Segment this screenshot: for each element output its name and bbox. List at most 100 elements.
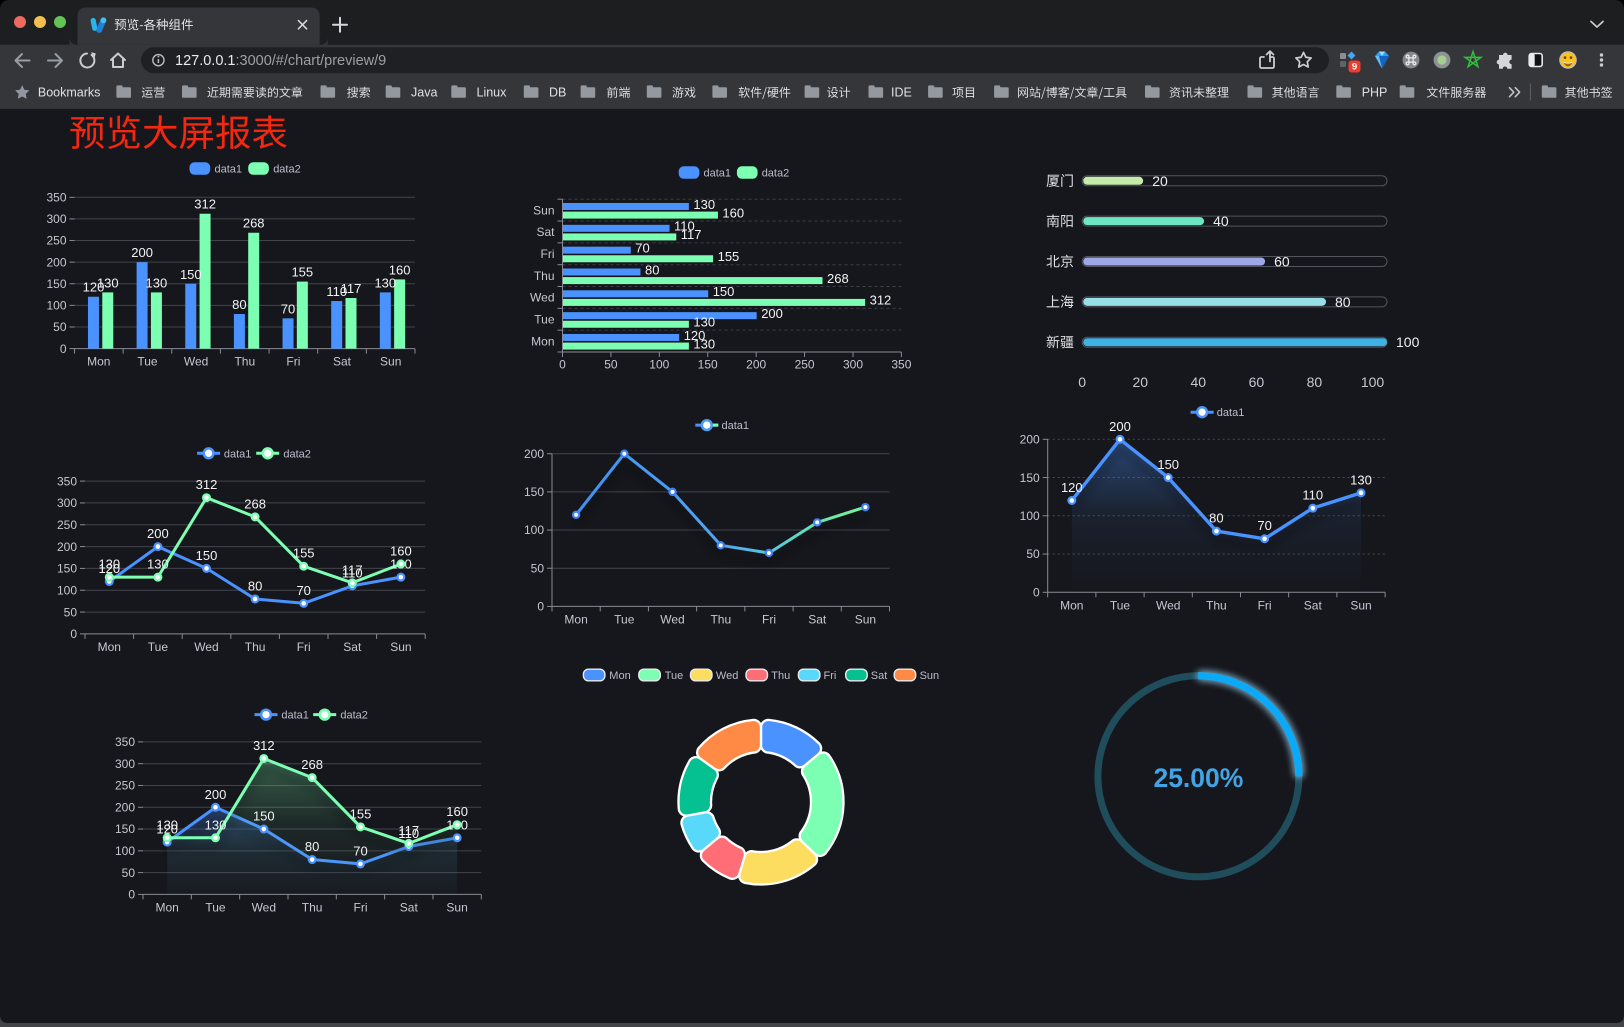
svg-text:300: 300 [57, 496, 77, 510]
svg-text:Sun: Sun [380, 355, 401, 369]
svg-text:Wed: Wed [194, 640, 218, 654]
svg-text:Wed: Wed [252, 900, 276, 914]
svg-text:Fri: Fri [286, 355, 300, 369]
svg-text:9: 9 [1352, 62, 1357, 73]
svg-text:300: 300 [46, 212, 66, 226]
svg-text:120: 120 [83, 280, 105, 295]
svg-text:130: 130 [205, 817, 227, 832]
svg-text:70: 70 [1257, 518, 1271, 533]
svg-text:200: 200 [131, 245, 153, 260]
svg-text:data1: data1 [722, 420, 750, 432]
svg-text:DB: DB [549, 86, 566, 100]
svg-text:200: 200 [205, 787, 227, 802]
svg-text:Thu: Thu [534, 269, 555, 283]
svg-text:200: 200 [57, 540, 77, 554]
svg-text:155: 155 [293, 546, 315, 561]
svg-text:350: 350 [891, 358, 911, 372]
svg-text:Fri: Fri [1258, 599, 1272, 613]
svg-text:25.00%: 25.00% [1153, 763, 1243, 793]
svg-text:130: 130 [156, 817, 178, 832]
svg-text:60: 60 [1274, 254, 1290, 270]
svg-text:160: 160 [446, 804, 468, 819]
svg-text:Java: Java [411, 86, 437, 100]
svg-text:data2: data2 [283, 448, 311, 460]
svg-text:312: 312 [253, 738, 275, 753]
svg-text:80: 80 [1307, 374, 1323, 390]
svg-text:Sun: Sun [533, 203, 554, 217]
svg-text:268: 268 [244, 496, 266, 511]
svg-text:150: 150 [196, 548, 218, 563]
svg-text:40: 40 [1191, 374, 1207, 390]
svg-text:312: 312 [194, 197, 216, 212]
svg-text:data1: data1 [281, 710, 309, 722]
svg-text:150: 150 [713, 284, 735, 299]
svg-text:Sun: Sun [920, 670, 940, 682]
svg-text:80: 80 [232, 297, 246, 312]
svg-text:Thu: Thu [710, 612, 731, 626]
svg-text:250: 250 [57, 518, 77, 532]
svg-text:0: 0 [1078, 374, 1086, 390]
svg-text:data1: data1 [215, 164, 243, 176]
svg-text:120: 120 [1061, 480, 1083, 495]
svg-text:Sat: Sat [400, 900, 419, 914]
svg-text:100: 100 [649, 358, 669, 372]
svg-text:Tue: Tue [148, 640, 169, 654]
svg-text:100: 100 [524, 523, 544, 537]
svg-text:Fri: Fri [824, 670, 837, 682]
svg-text:200: 200 [1020, 433, 1040, 447]
svg-text:Sat: Sat [536, 225, 555, 239]
svg-text:40: 40 [1213, 213, 1229, 229]
svg-text:Thu: Thu [302, 900, 323, 914]
svg-text:200: 200 [746, 358, 766, 372]
svg-text:150: 150 [1157, 457, 1179, 472]
svg-text:150: 150 [253, 809, 275, 824]
svg-text:Tue: Tue [1110, 599, 1131, 613]
svg-text:150: 150 [46, 277, 66, 291]
svg-text:100: 100 [115, 844, 135, 858]
svg-text:100: 100 [1396, 334, 1420, 350]
svg-text:Sun: Sun [1350, 599, 1371, 613]
svg-text:50: 50 [64, 605, 78, 619]
svg-text:Fri: Fri [354, 900, 368, 914]
svg-text:150: 150 [180, 267, 202, 282]
svg-text:Sat: Sat [343, 640, 362, 654]
svg-text:130: 130 [98, 557, 120, 572]
svg-text:PHP: PHP [1362, 86, 1388, 100]
svg-text:268: 268 [827, 271, 849, 286]
svg-text:300: 300 [115, 757, 135, 771]
svg-text:Tue: Tue [137, 355, 158, 369]
svg-text:0: 0 [559, 358, 566, 372]
svg-text:160: 160 [389, 262, 411, 277]
svg-text:70: 70 [635, 241, 649, 256]
svg-text:130: 130 [693, 336, 715, 351]
svg-text:Fri: Fri [541, 247, 555, 261]
svg-text:Sun: Sun [390, 640, 411, 654]
svg-text:200: 200 [524, 447, 544, 461]
svg-text:Sun: Sun [446, 900, 467, 914]
svg-text:Sat: Sat [871, 670, 888, 682]
svg-text:data2: data2 [273, 164, 301, 176]
svg-text:Thu: Thu [234, 355, 255, 369]
svg-text:250: 250 [46, 234, 66, 248]
svg-text:Thu: Thu [771, 670, 790, 682]
svg-text:80: 80 [248, 579, 262, 594]
svg-text:150: 150 [524, 485, 544, 499]
svg-text:110: 110 [1302, 488, 1323, 503]
svg-text:20: 20 [1152, 173, 1168, 189]
svg-text:Wed: Wed [530, 291, 554, 305]
svg-text:110: 110 [342, 565, 363, 580]
svg-text:120: 120 [98, 561, 120, 576]
svg-text:160: 160 [722, 205, 744, 220]
svg-text:Fri: Fri [297, 640, 311, 654]
svg-text:Bookmarks: Bookmarks [38, 86, 101, 100]
svg-text:Mon: Mon [609, 670, 630, 682]
svg-text:268: 268 [243, 216, 265, 231]
svg-text:Linux: Linux [477, 86, 508, 100]
svg-text:200: 200 [761, 306, 783, 321]
svg-text:Wed: Wed [716, 670, 738, 682]
svg-text:130: 130 [693, 315, 715, 330]
svg-text:50: 50 [1026, 547, 1040, 561]
svg-text:Mon: Mon [564, 612, 587, 626]
svg-text:Sun: Sun [855, 612, 876, 626]
svg-text:0: 0 [128, 888, 135, 902]
